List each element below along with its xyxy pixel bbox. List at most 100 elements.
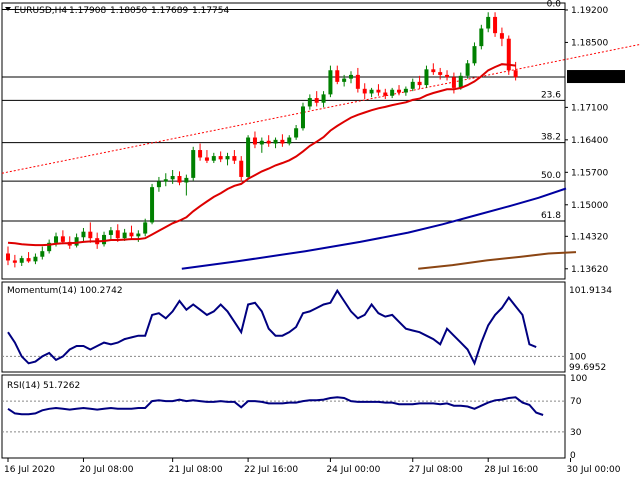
- fib-label: 0.0: [547, 0, 562, 9]
- candle-body: [314, 98, 319, 103]
- candle-body: [486, 16, 491, 29]
- candle-body: [150, 187, 155, 223]
- candle-body: [191, 150, 196, 178]
- rsi-label: RSI(14) 51.7262: [7, 381, 80, 391]
- candle-body: [479, 28, 484, 47]
- candle-body: [122, 232, 127, 239]
- time-tick-label: 28 Jul 16:00: [484, 465, 538, 475]
- candle-body: [362, 88, 367, 94]
- candle-body: [19, 258, 24, 263]
- candle-body: [40, 251, 45, 257]
- fib-label: 61.8: [541, 211, 561, 221]
- momentum-line: [7, 288, 537, 366]
- time-tick-label: 20 Jul 08:00: [79, 465, 133, 475]
- candle-body: [225, 156, 230, 160]
- price-tick-label: 1.18500: [571, 38, 608, 48]
- candle-body: [54, 236, 59, 243]
- price-tick-label: 1.16400: [571, 136, 608, 146]
- candle-body: [403, 88, 408, 93]
- rsi-line: [7, 396, 544, 416]
- candle-body: [321, 94, 326, 103]
- candle-body: [232, 156, 237, 161]
- momentum-tick-label: 101.9134: [569, 286, 612, 296]
- candle-body: [438, 72, 443, 75]
- candle-body: [287, 137, 292, 144]
- candle-body: [342, 78, 347, 82]
- candle-body: [143, 222, 148, 234]
- candle-body: [280, 139, 285, 144]
- candle-body: [410, 81, 415, 89]
- candle-body: [335, 70, 340, 82]
- candle-body: [47, 242, 52, 252]
- time-tick-label: 30 Jul 00:00: [567, 465, 621, 475]
- fib-label: 38.2: [541, 133, 561, 143]
- candle-body: [445, 74, 450, 78]
- candle-body: [300, 106, 305, 129]
- candle-body: [81, 231, 86, 238]
- candle-body: [218, 156, 223, 160]
- rsi-tick-label: 30: [570, 428, 582, 438]
- candle-body: [102, 234, 107, 245]
- candle-body: [136, 233, 141, 237]
- time-tick-label: 21 Jul 08:00: [169, 465, 223, 475]
- candle-body: [355, 74, 360, 89]
- symbol-label: EURUSD,H4: [14, 6, 67, 16]
- candle-body: [170, 176, 175, 180]
- time-tick-label: 27 Jul 08:00: [409, 465, 463, 475]
- rsi-tick-label: 70: [570, 397, 582, 407]
- candle-body: [33, 256, 38, 262]
- candle-body: [328, 70, 333, 95]
- price-tick-label: 1.15000: [571, 201, 608, 211]
- time-tick-label: 22 Jul 16:00: [244, 465, 298, 475]
- candle-body: [163, 179, 168, 182]
- price-panel: [1, 2, 566, 280]
- candle-body: [12, 260, 17, 263]
- candle-body: [6, 253, 10, 261]
- candle-body: [451, 77, 456, 88]
- time-tick-label: 16 Jul 2020: [4, 465, 55, 475]
- candle-body: [108, 230, 113, 235]
- ma-slow-line: [418, 251, 577, 270]
- time-tick-label: 24 Jul 00:00: [326, 465, 380, 475]
- momentum-label: Momentum(14) 100.2742: [7, 286, 123, 296]
- candle-body: [198, 150, 203, 158]
- candle-body: [499, 33, 504, 39]
- candle-body: [417, 81, 422, 86]
- candle-body: [376, 89, 381, 93]
- window-menu-icon[interactable]: [5, 7, 11, 11]
- candle-body: [211, 156, 216, 161]
- candle-body: [115, 230, 120, 239]
- price-tick-label: 1.15700: [571, 168, 608, 178]
- candle-body: [465, 63, 470, 76]
- price-tick-label: 1.17100: [571, 103, 608, 113]
- candle-body: [424, 69, 429, 86]
- rsi-tick-label: 0: [570, 451, 576, 461]
- candle-body: [390, 89, 395, 96]
- candles: [6, 12, 518, 268]
- momentum-tick-label: 100: [569, 352, 586, 362]
- last-price-box: [567, 70, 625, 84]
- high-value: 1.18050: [110, 6, 147, 16]
- candle-body: [177, 176, 182, 183]
- candle-body: [88, 231, 93, 239]
- candle-body: [273, 139, 278, 144]
- candle-body: [184, 177, 189, 183]
- candle-body: [493, 16, 498, 34]
- candle-body: [26, 258, 31, 262]
- candle-body: [458, 75, 463, 88]
- price-tick-label: 1.13620: [571, 265, 608, 275]
- candle-body: [246, 137, 251, 177]
- candle-body: [349, 74, 353, 79]
- candle-body: [369, 89, 374, 94]
- fib-label: 50.0: [541, 171, 561, 181]
- candle-body: [397, 89, 402, 93]
- ma-mid-line: [181, 187, 567, 270]
- candle-body: [74, 237, 79, 246]
- last-price-label: 1.17754: [571, 73, 608, 83]
- candle-body: [60, 236, 65, 242]
- candle-body: [259, 140, 264, 145]
- price-tick-label: 1.19200: [571, 6, 608, 16]
- close-value: 1.17754: [192, 6, 229, 16]
- candle-body: [506, 38, 511, 71]
